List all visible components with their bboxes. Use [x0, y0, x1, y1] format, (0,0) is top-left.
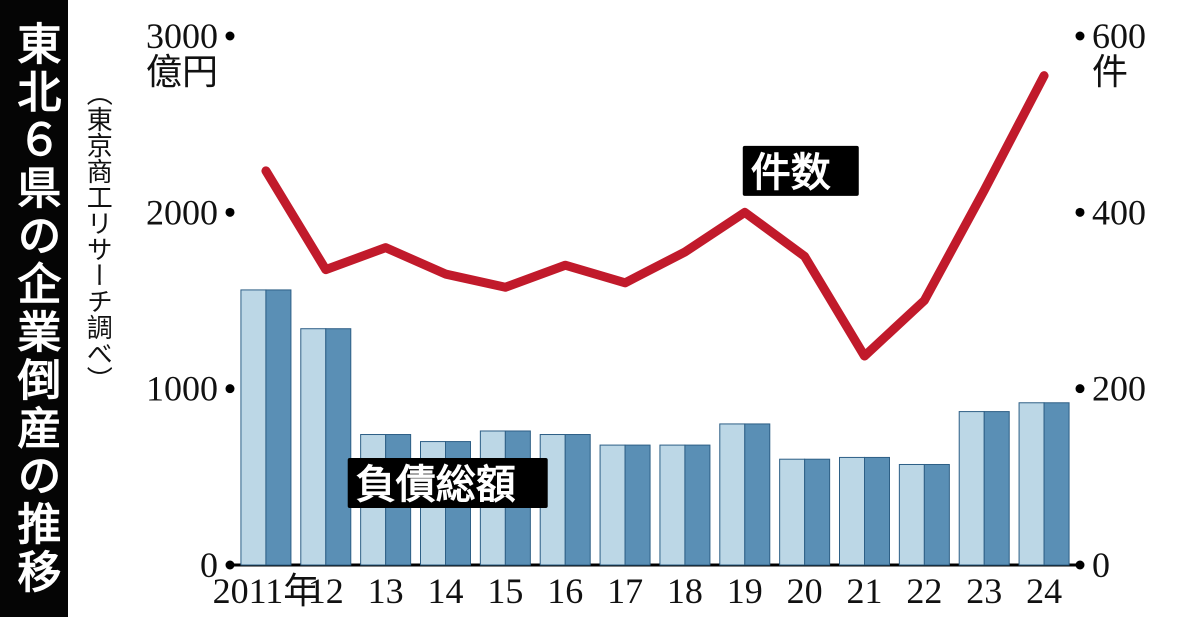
x-label: 17: [607, 571, 643, 611]
x-label: 14: [428, 571, 464, 611]
x-label: 16: [547, 571, 583, 611]
bars-label: 負債総額: [356, 462, 516, 507]
x-label: 12: [308, 571, 344, 611]
bar: [780, 459, 830, 565]
bar: [241, 290, 291, 565]
x-label: 19: [727, 571, 763, 611]
frame: 東北６県の企業倒産の推移 （東京商工リサーチ調べ） 0100020003000億…: [0, 0, 1200, 617]
x-label: 2011年: [213, 571, 320, 611]
bar: [660, 445, 710, 565]
bar: [1019, 403, 1069, 565]
bar: [840, 457, 890, 565]
title-column: 東北６県の企業倒産の推移: [0, 0, 68, 617]
svg-text:1000: 1000: [146, 369, 218, 409]
svg-text:2000: 2000: [146, 192, 218, 232]
svg-text:3000: 3000: [146, 16, 218, 56]
line-series: [266, 76, 1044, 356]
x-label: 18: [667, 571, 703, 611]
x-label: 21: [847, 571, 883, 611]
svg-text:0: 0: [1092, 545, 1110, 585]
bar: [959, 412, 1009, 565]
x-label: 13: [368, 571, 404, 611]
svg-text:億円: 億円: [146, 52, 218, 92]
x-label: 23: [966, 571, 1002, 611]
svg-text:200: 200: [1092, 369, 1146, 409]
bar: [899, 464, 949, 565]
bar: [720, 424, 770, 565]
svg-text:400: 400: [1092, 192, 1146, 232]
svg-text:600: 600: [1092, 16, 1146, 56]
chart-svg: 0100020003000億円0200400600件2011年121314151…: [68, 0, 1200, 617]
x-label: 15: [487, 571, 523, 611]
svg-text:件: 件: [1092, 52, 1128, 92]
x-label: 24: [1026, 571, 1062, 611]
chart-area: （東京商工リサーチ調べ） 0100020003000億円0200400600件2…: [68, 0, 1200, 617]
bar: [301, 329, 351, 565]
bar: [600, 445, 650, 565]
chart-title: 東北６県の企業倒産の推移: [8, 21, 61, 597]
line-label: 件数: [751, 150, 831, 195]
x-label: 22: [906, 571, 942, 611]
x-label: 20: [787, 571, 823, 611]
